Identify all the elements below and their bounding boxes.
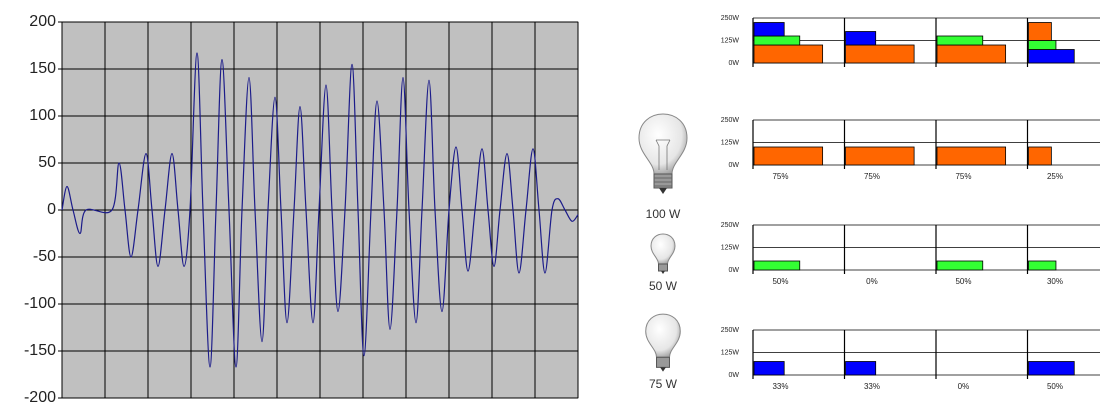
y-tick-label: 0W [729,60,740,67]
bar [1028,260,1057,271]
bar [753,146,824,166]
y-tick-label: 200 [29,13,56,30]
y-tick-label: 125W [721,244,740,251]
bulb-small [650,233,676,274]
y-tick-label: 250W [721,222,740,229]
bar-segment [753,22,785,37]
bar [753,361,785,376]
y-tick-label: 125W [721,139,740,146]
duty-label: 30% [1047,277,1063,286]
y-tick-label: 100 [29,107,56,124]
y-tick-label: 125W [721,37,740,44]
bar [1028,361,1075,376]
bar [1028,146,1052,166]
bar [845,361,877,376]
bar [845,146,915,166]
bar-segment [1028,49,1075,64]
y-tick-label: 250W [721,15,740,22]
bar-segment [1028,40,1057,50]
y-tick-label: -200 [24,389,56,403]
y-tick-label: 0W [729,372,740,379]
duty-label: 33% [864,382,880,391]
y-tick-label: 125W [721,349,740,356]
bar-segment [845,44,915,64]
bulb-label: 100 W [646,207,681,221]
y-tick-label: 150 [29,60,56,77]
y-tick-label: -100 [24,295,56,312]
bar [936,146,1007,166]
bar [936,260,984,271]
bar-segment [936,35,984,46]
y-tick-label: 0 [47,201,56,218]
y-tick-label: -50 [33,248,56,265]
duty-label: 0% [866,277,878,286]
duty-label: 50% [1047,382,1063,391]
y-tick-label: 0W [729,267,740,274]
waveform [61,52,579,368]
duty-label: 75% [955,172,971,181]
y-tick-label: 50 [38,154,56,171]
bar-segment [753,44,824,64]
duty-label: 75% [864,172,880,181]
bar-segment [845,31,877,46]
y-tick-label: -150 [24,342,56,359]
bar [753,260,801,271]
y-tick-label: 0W [729,162,740,169]
bar-segment [936,44,1007,64]
duty-label: 50% [955,277,971,286]
y-tick-label: 250W [721,327,740,334]
duty-label: 50% [772,277,788,286]
bulb-label: 75 W [649,377,678,391]
bulb-medium [645,313,681,372]
bar-segment [1028,22,1052,41]
duty-label: 75% [772,172,788,181]
bulb-label: 50 W [649,279,678,293]
duty-label: 33% [772,382,788,391]
duty-label: 0% [958,382,970,391]
duty-label: 25% [1047,172,1063,181]
bar-segment [753,35,801,46]
y-tick-label: 250W [721,117,740,124]
bulb-large [638,113,688,194]
